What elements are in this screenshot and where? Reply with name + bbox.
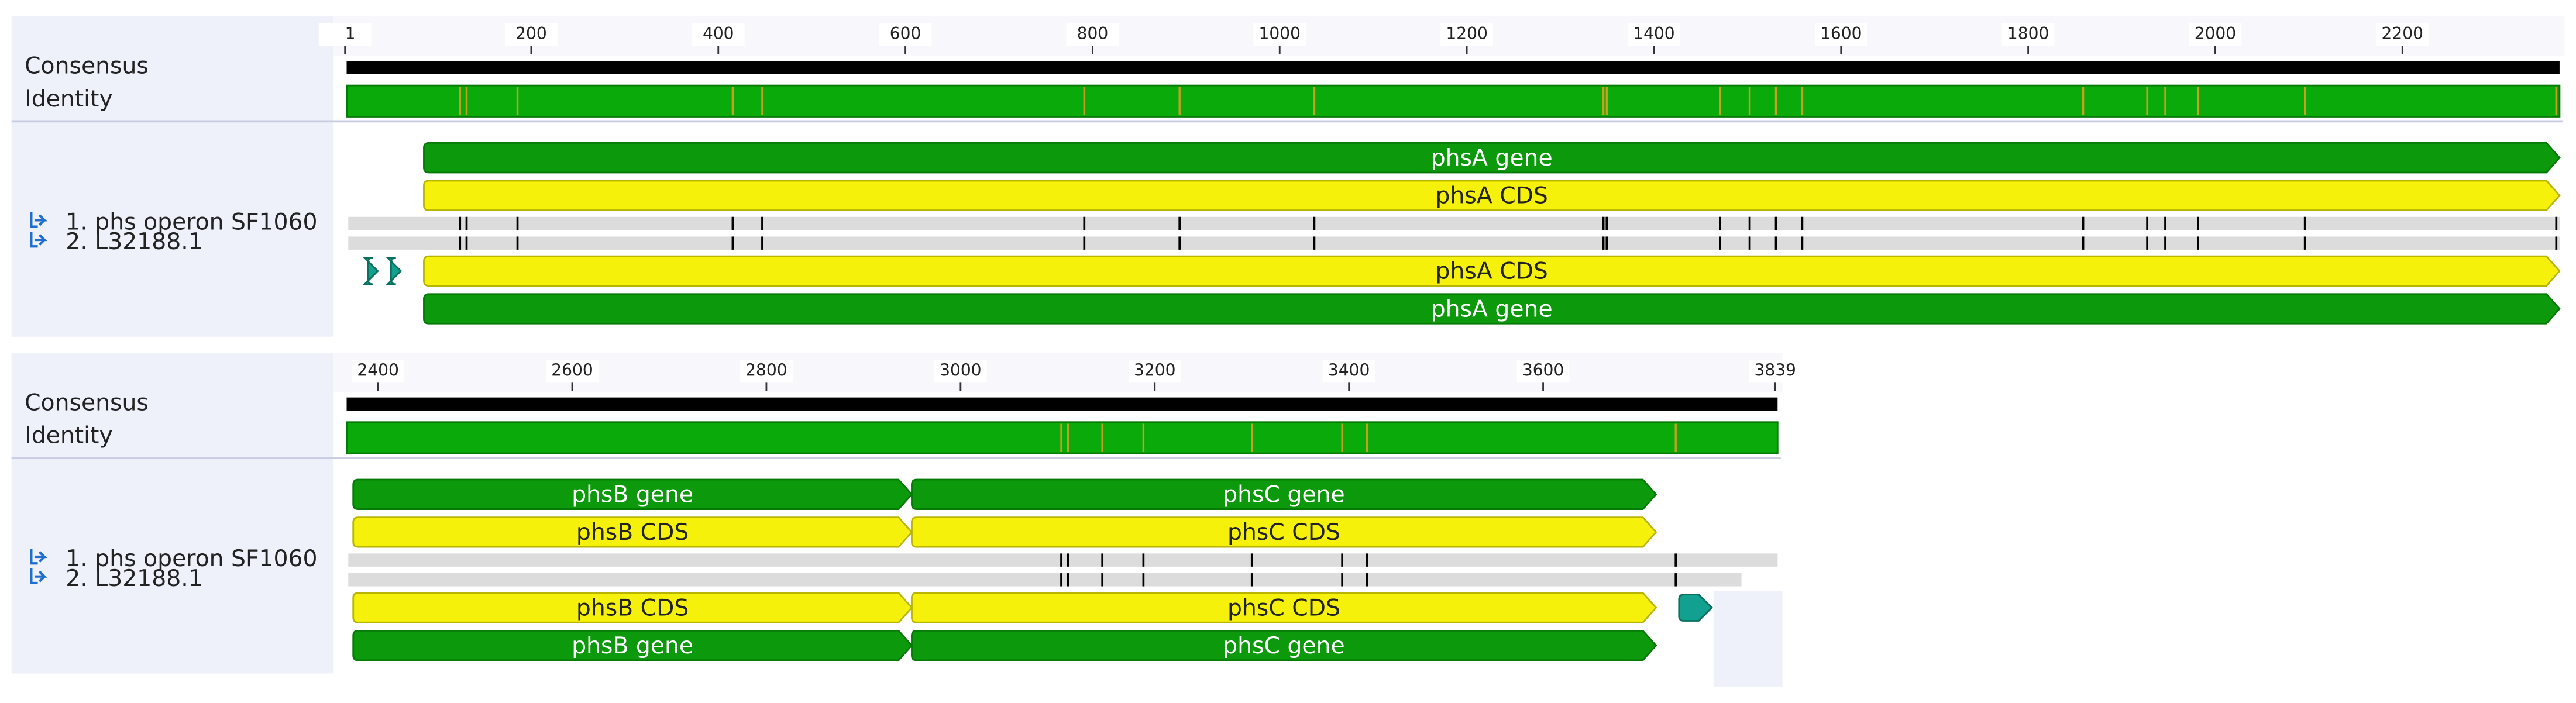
feature-label: phsC CDS: [1227, 519, 1340, 546]
ruler-label: 1200: [1446, 24, 1487, 43]
ruler-label: 1600: [1820, 24, 1862, 43]
small-feature: [386, 257, 403, 285]
feature-label: phsA CDS: [1436, 183, 1548, 209]
ruler-label: 2400: [357, 361, 398, 380]
feature-label: phsA CDS: [1436, 259, 1548, 285]
ruler-label: 2600: [551, 361, 593, 380]
ruler-label-bg: [1066, 23, 1119, 46]
ruler-label: 1400: [1633, 24, 1674, 43]
ruler-label-bg: [2189, 23, 2242, 46]
feature-label: phsA gene: [1431, 296, 1553, 322]
sequence-icon: [30, 548, 47, 565]
sequence-name: 2. L32188.1: [66, 566, 202, 592]
consensus-label: Consensus: [25, 53, 149, 80]
feature-arrow: [352, 592, 913, 623]
ruler-label-bg: [1749, 360, 1802, 383]
ruler-label-bg: [1628, 23, 1680, 46]
identity-bar: [346, 84, 2561, 118]
sequence-name: 1. phs operon SF1060: [66, 546, 317, 572]
feature-arrow: [352, 629, 913, 661]
consensus-bar: [346, 60, 2560, 74]
ruler-label: 3600: [1522, 361, 1564, 380]
feature-arrow: [423, 255, 2561, 287]
feature-label: phsC gene: [1223, 633, 1344, 659]
ruler-label-bg: [2001, 23, 2055, 46]
sequence-icon: [30, 568, 47, 585]
ruler-label-bg: [546, 360, 599, 383]
ruler-label: 200: [515, 24, 547, 43]
alignment-panel: 1 200 400 600 800 1000 1200 1400 1600 1800 2000 220…: [11, 16, 2565, 337]
ruler-label: 800: [1077, 24, 1109, 43]
sequence-icon: [30, 212, 47, 228]
ruler-label-bg: [934, 360, 987, 383]
feature-arrow: [423, 142, 2561, 174]
feature-label: phsA gene: [1431, 145, 1553, 171]
feature-label: phsB CDS: [576, 519, 689, 546]
sequence-track: [348, 216, 2560, 230]
ruler-label: 3200: [1134, 361, 1175, 380]
sequence-track: [348, 236, 2560, 250]
ruler-label: 1800: [2007, 24, 2049, 43]
label-background: [11, 353, 334, 674]
ruler-label: 2000: [2195, 24, 2236, 43]
sequence-track: [348, 573, 1742, 587]
label-background: [11, 16, 334, 337]
ruler-label: 3839: [1754, 361, 1796, 380]
small-feature: [362, 257, 379, 285]
track-background: [1713, 591, 1783, 687]
feature-label: phsC gene: [1223, 482, 1344, 508]
feature-arrow: [352, 478, 913, 510]
feature-arrow: [911, 516, 1657, 548]
ruler-label-bg: [692, 23, 745, 46]
sequence-name: 1. phs operon SF1060: [66, 209, 317, 235]
ruler-label-bg: [1322, 360, 1375, 383]
ruler-label: 600: [890, 24, 921, 43]
feature-arrow: [911, 629, 1657, 661]
identity-label: Identity: [25, 86, 113, 112]
sequence-icon: [30, 232, 47, 248]
ruler-label-bg: [1440, 23, 1494, 46]
consensus-bar: [346, 397, 1778, 411]
alignment-panel: 2400 2600 2800 3000 3200 3400 3600 3839 Consensu…: [11, 353, 1802, 687]
feature-label: phsB gene: [572, 633, 693, 659]
feature-label: phsC CDS: [1227, 595, 1340, 621]
ruler-label: 400: [703, 24, 734, 43]
ruler-label-bg: [2376, 23, 2429, 46]
ruler-label-bg: [1516, 360, 1570, 383]
ruler-label-bg: [879, 23, 932, 46]
ruler-label-bg: [352, 360, 405, 383]
feature-arrow: [911, 592, 1657, 623]
feature-arrow: [423, 293, 2561, 325]
feature-arrow: [911, 478, 1657, 510]
ruler-label-bg: [1128, 360, 1181, 383]
feature-label: phsB CDS: [576, 595, 689, 621]
ruler-label: 2800: [745, 361, 787, 380]
ruler-label-bg: [1814, 23, 1867, 46]
ruler-label-bg: [504, 23, 558, 46]
ruler-label: 2200: [2382, 24, 2423, 43]
ruler-label-bg: [318, 23, 372, 46]
sequence-name: 2. L32188.1: [66, 229, 202, 255]
identity-label: Identity: [25, 423, 113, 449]
small-feature: [1678, 594, 1713, 622]
consensus-label: Consensus: [25, 390, 149, 416]
sequence-track: [348, 553, 1778, 567]
ruler-label: 1: [345, 24, 356, 43]
ruler-label: 1000: [1259, 24, 1301, 43]
ruler-label-bg: [1253, 23, 1306, 46]
ruler-label: 3400: [1328, 361, 1370, 380]
feature-arrow: [352, 516, 913, 548]
feature-arrow: [423, 180, 2561, 211]
ruler-label-bg: [740, 360, 793, 383]
feature-label: phsB gene: [572, 482, 693, 508]
ruler-label: 3000: [940, 361, 981, 380]
